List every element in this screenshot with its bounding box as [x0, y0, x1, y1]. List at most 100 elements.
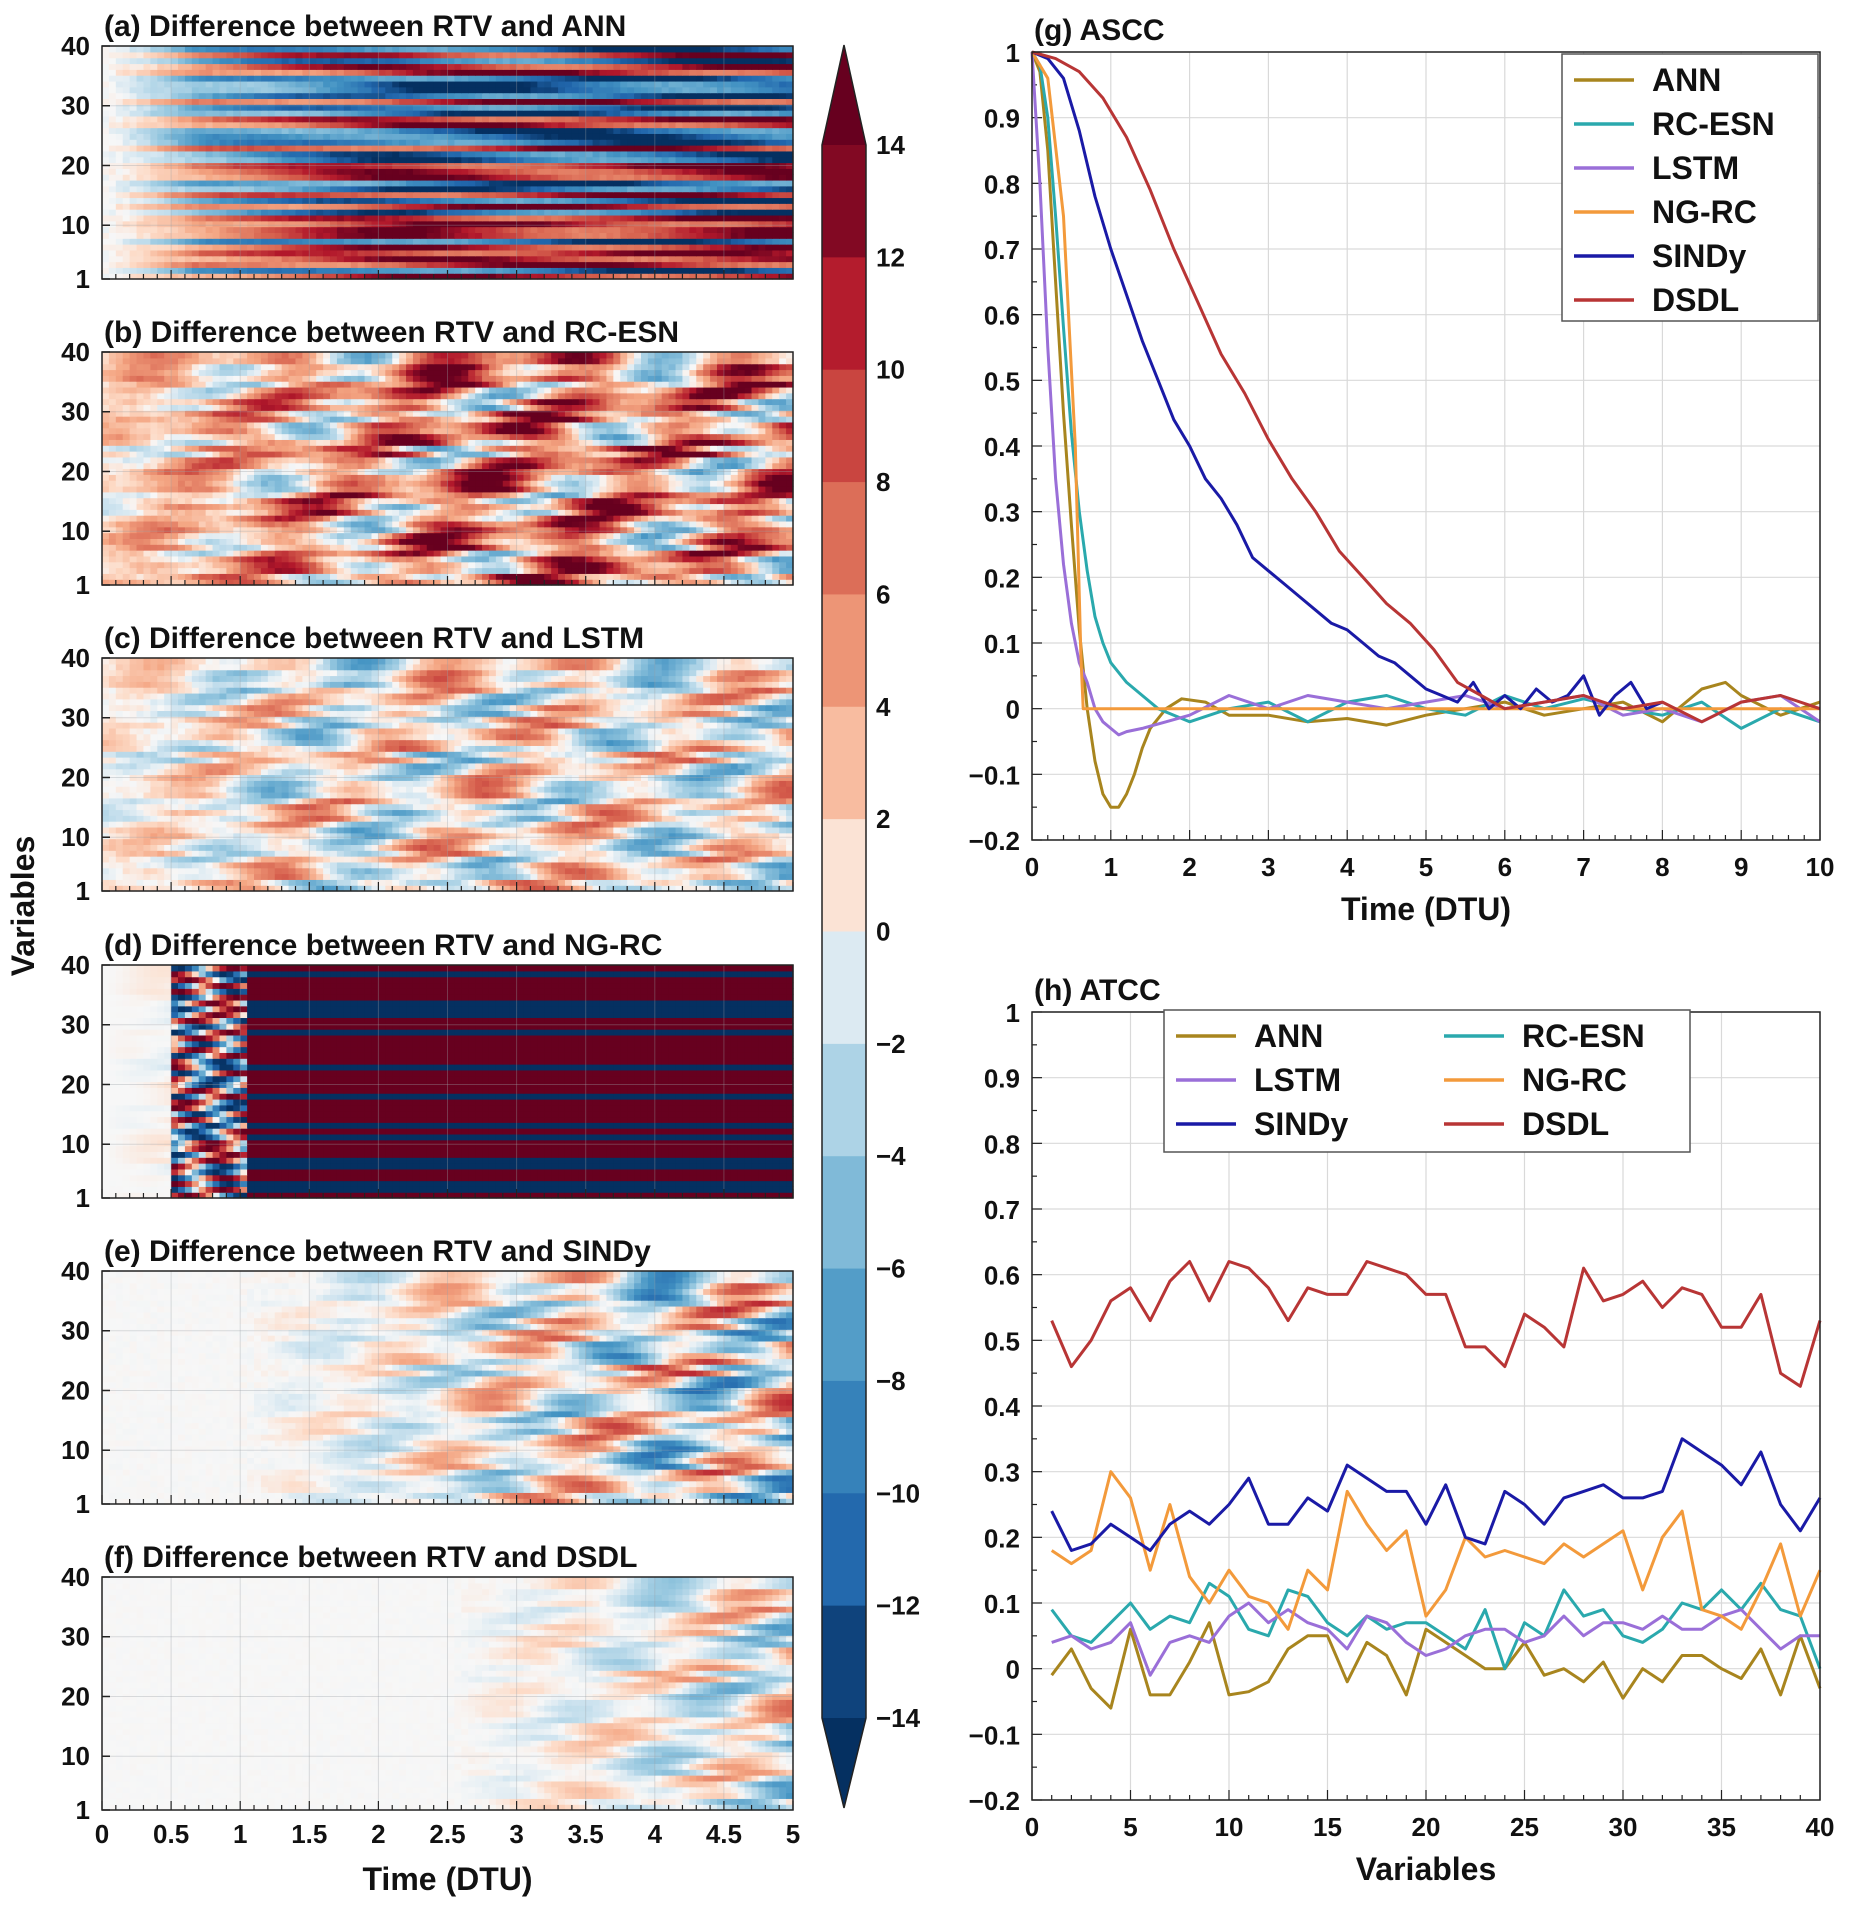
heatmap-cell — [358, 244, 366, 250]
heatmap-cell — [226, 227, 234, 233]
heatmap-cell — [130, 232, 138, 238]
heatmap-cell — [731, 256, 739, 262]
heatmap-cell — [337, 238, 345, 244]
heatmap-cell — [289, 232, 297, 238]
heatmap-cell — [579, 215, 587, 221]
heatmap-cell — [323, 227, 331, 233]
heatmap-cell — [752, 168, 760, 174]
heatmap-cell — [109, 221, 117, 227]
heatmap-cell — [261, 262, 269, 268]
heatmap-cell — [710, 267, 718, 273]
heatmap-cell — [496, 227, 504, 233]
heatmap-cell — [454, 227, 462, 233]
heatmap-cell — [143, 186, 151, 192]
heatmap-cell — [710, 244, 718, 250]
heatmap-cell — [544, 250, 552, 256]
heatmap-cell — [586, 203, 594, 209]
heatmap-cell — [510, 203, 518, 209]
heatmap-cell — [496, 180, 504, 186]
heatmap-cell — [738, 227, 746, 233]
heatmap-cell — [524, 250, 532, 256]
heatmap-cell — [703, 221, 711, 227]
heatmap-cell — [371, 192, 379, 198]
heatmap-cell — [330, 256, 338, 262]
heatmap-cell — [282, 197, 290, 203]
heatmap-cell — [109, 197, 117, 203]
heatmap-cell — [558, 267, 566, 273]
heatmap-cell — [620, 197, 628, 203]
heatmap-cell — [454, 186, 462, 192]
heatmap-cell — [655, 174, 663, 180]
heatmap-cell — [503, 250, 511, 256]
heatmap-cell — [206, 186, 214, 192]
heatmap-cell — [593, 168, 601, 174]
heatmap-cell — [199, 180, 207, 186]
heatmap-cell — [710, 250, 718, 256]
heatmap-cell — [143, 267, 151, 273]
heatmap-cell — [648, 227, 656, 233]
heatmap-cell — [758, 221, 766, 227]
heatmap-cell — [696, 168, 704, 174]
heatmap-cell — [510, 186, 518, 192]
heatmap-cell — [745, 168, 753, 174]
heatmap-cell — [738, 203, 746, 209]
heatmap-cell — [572, 221, 580, 227]
heatmap-cell — [613, 267, 621, 273]
heatmap-cell — [579, 209, 587, 215]
heatmap-cell — [682, 250, 690, 256]
heatmap-cell — [468, 221, 476, 227]
heatmap-cell — [482, 238, 490, 244]
heatmap-cell — [109, 209, 117, 215]
heatmap-cell — [572, 168, 580, 174]
heatmap-cell — [613, 227, 621, 233]
heatmap-cell — [254, 256, 262, 262]
heatmap-cell — [295, 256, 303, 262]
heatmap-cell — [226, 256, 234, 262]
heatmap-cell — [392, 244, 400, 250]
heatmap-cell — [275, 267, 283, 273]
heatmap-cell — [434, 186, 442, 192]
heatmap-cell — [143, 197, 151, 203]
heatmap-cell — [247, 186, 255, 192]
heatmap-cell — [441, 186, 449, 192]
heatmap-cell — [475, 168, 483, 174]
heatmap-cell — [233, 192, 241, 198]
heatmap-cell — [219, 262, 227, 268]
heatmap-cell — [655, 250, 663, 256]
heatmap-cell — [655, 180, 663, 186]
heatmap-cell — [233, 168, 241, 174]
heatmap-cell — [185, 256, 193, 262]
heatmap-cell — [648, 168, 656, 174]
heatmap-cell — [537, 203, 545, 209]
heatmap-cell — [565, 267, 573, 273]
heatmap-cell — [503, 192, 511, 198]
heatmap-cell — [745, 244, 753, 250]
heatmap-cell — [302, 238, 310, 244]
heatmap-cell — [620, 192, 628, 198]
heatmap-cell — [378, 256, 386, 262]
heatmap-cell — [213, 215, 221, 221]
heatmap-cell — [489, 186, 497, 192]
heatmap-cell — [226, 215, 234, 221]
heatmap-cell — [441, 262, 449, 268]
heatmap-cell — [261, 186, 269, 192]
heatmap-cell — [351, 244, 359, 250]
heatmap-cell — [323, 232, 331, 238]
heatmap-cell — [731, 232, 739, 238]
heatmap-cell — [779, 244, 787, 250]
heatmap-cell — [655, 238, 663, 244]
heatmap-cell — [420, 168, 428, 174]
heatmap-cell — [468, 215, 476, 221]
heatmap-cell — [634, 168, 642, 174]
heatmap-cell — [441, 174, 449, 180]
heatmap-cell — [537, 238, 545, 244]
heatmap-cell — [572, 238, 580, 244]
heatmap-cell — [544, 168, 552, 174]
heatmap-cell — [371, 186, 379, 192]
heatmap-cell — [724, 256, 732, 262]
heatmap-cell — [406, 256, 414, 262]
heatmap-cell — [461, 180, 469, 186]
heatmap-cell — [233, 186, 241, 192]
heatmap-cell — [772, 209, 780, 215]
heatmap-cell — [676, 244, 684, 250]
